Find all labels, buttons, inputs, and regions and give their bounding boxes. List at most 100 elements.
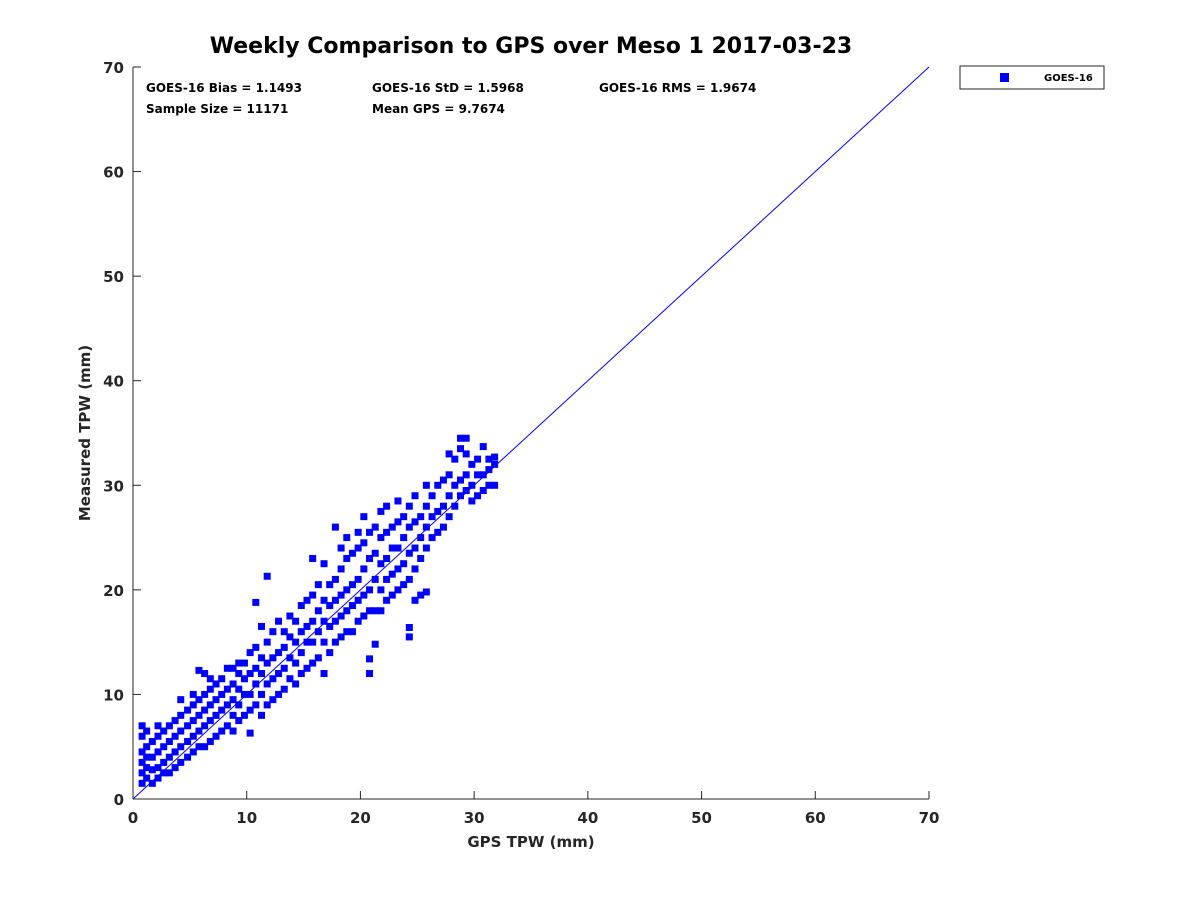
data-point (297, 670, 305, 678)
data-point (417, 591, 425, 599)
data-point (331, 523, 339, 531)
data-point (252, 643, 260, 651)
data-point (337, 544, 345, 552)
data-point (479, 443, 487, 451)
data-point (160, 758, 168, 766)
data-point (240, 675, 248, 683)
data-point (286, 675, 294, 683)
data-point (138, 732, 146, 740)
data-point (154, 774, 162, 782)
data-point (177, 743, 185, 751)
data-point (434, 481, 442, 489)
data-points (138, 434, 499, 787)
data-point (491, 460, 499, 468)
data-point (422, 588, 430, 596)
data-point (343, 607, 351, 615)
data-point (148, 737, 156, 745)
data-point (377, 586, 385, 594)
data-point (360, 565, 368, 573)
data-point (371, 607, 379, 615)
data-point (354, 617, 362, 625)
data-point (240, 659, 248, 667)
data-point (377, 534, 385, 542)
data-point (320, 638, 328, 646)
data-point (348, 602, 356, 610)
data-point (171, 717, 179, 725)
data-point (400, 513, 408, 521)
data-point (348, 549, 356, 557)
data-point (331, 617, 339, 625)
data-point (229, 727, 237, 735)
data-point (320, 560, 328, 568)
data-point (331, 596, 339, 604)
data-point (417, 534, 425, 542)
data-point (280, 643, 288, 651)
data-point (309, 638, 317, 646)
y-tick-label: 20 (103, 582, 124, 600)
data-point (280, 664, 288, 672)
data-point (474, 492, 482, 500)
data-point (303, 638, 311, 646)
data-point (360, 539, 368, 547)
data-point (201, 722, 209, 730)
x-tick-label: 20 (350, 809, 371, 827)
data-point (445, 492, 453, 500)
data-point (411, 544, 419, 552)
data-point (491, 481, 499, 489)
data-point (269, 628, 277, 636)
data-point (366, 586, 374, 594)
data-point (206, 717, 214, 725)
data-point (263, 680, 271, 688)
stat-rms: GOES-16 RMS = 1.9674 (599, 81, 756, 95)
data-point (257, 654, 265, 662)
data-point (394, 544, 402, 552)
data-point (451, 481, 459, 489)
data-point (177, 758, 185, 766)
data-point (377, 560, 385, 568)
data-point (371, 523, 379, 531)
data-point (195, 696, 203, 704)
y-tick-label: 70 (103, 59, 124, 77)
data-point (366, 670, 374, 678)
stat-std: GOES-16 StD = 1.5968 (372, 81, 524, 95)
data-point (154, 732, 162, 740)
data-point (456, 445, 464, 453)
data-point (206, 675, 214, 683)
data-point (303, 596, 311, 604)
data-point (171, 732, 179, 740)
data-point (184, 737, 192, 745)
data-point (280, 628, 288, 636)
data-point (160, 743, 168, 751)
data-point (138, 779, 146, 787)
data-point (165, 722, 173, 730)
data-point (383, 596, 391, 604)
data-point (445, 450, 453, 458)
data-point (474, 471, 482, 479)
data-point (411, 492, 419, 500)
data-point (143, 727, 151, 735)
data-point (439, 523, 447, 531)
data-point (165, 769, 173, 777)
data-point (439, 476, 447, 484)
data-point (394, 586, 402, 594)
data-point (309, 591, 317, 599)
data-point (303, 622, 311, 630)
data-point (400, 581, 408, 589)
data-point (212, 711, 220, 719)
data-point (286, 654, 294, 662)
data-point (138, 769, 146, 777)
data-point (388, 544, 396, 552)
data-point (337, 565, 345, 573)
data-point (275, 617, 283, 625)
data-point (428, 492, 436, 500)
y-axis-label: Measured TPW (mm) (76, 345, 94, 521)
data-point (405, 624, 413, 632)
data-point (269, 654, 277, 662)
data-point (212, 732, 220, 740)
data-point (286, 612, 294, 620)
data-point (143, 774, 151, 782)
data-point (177, 711, 185, 719)
data-point (456, 434, 464, 442)
data-point (371, 640, 379, 648)
x-tick-label: 30 (464, 809, 485, 827)
